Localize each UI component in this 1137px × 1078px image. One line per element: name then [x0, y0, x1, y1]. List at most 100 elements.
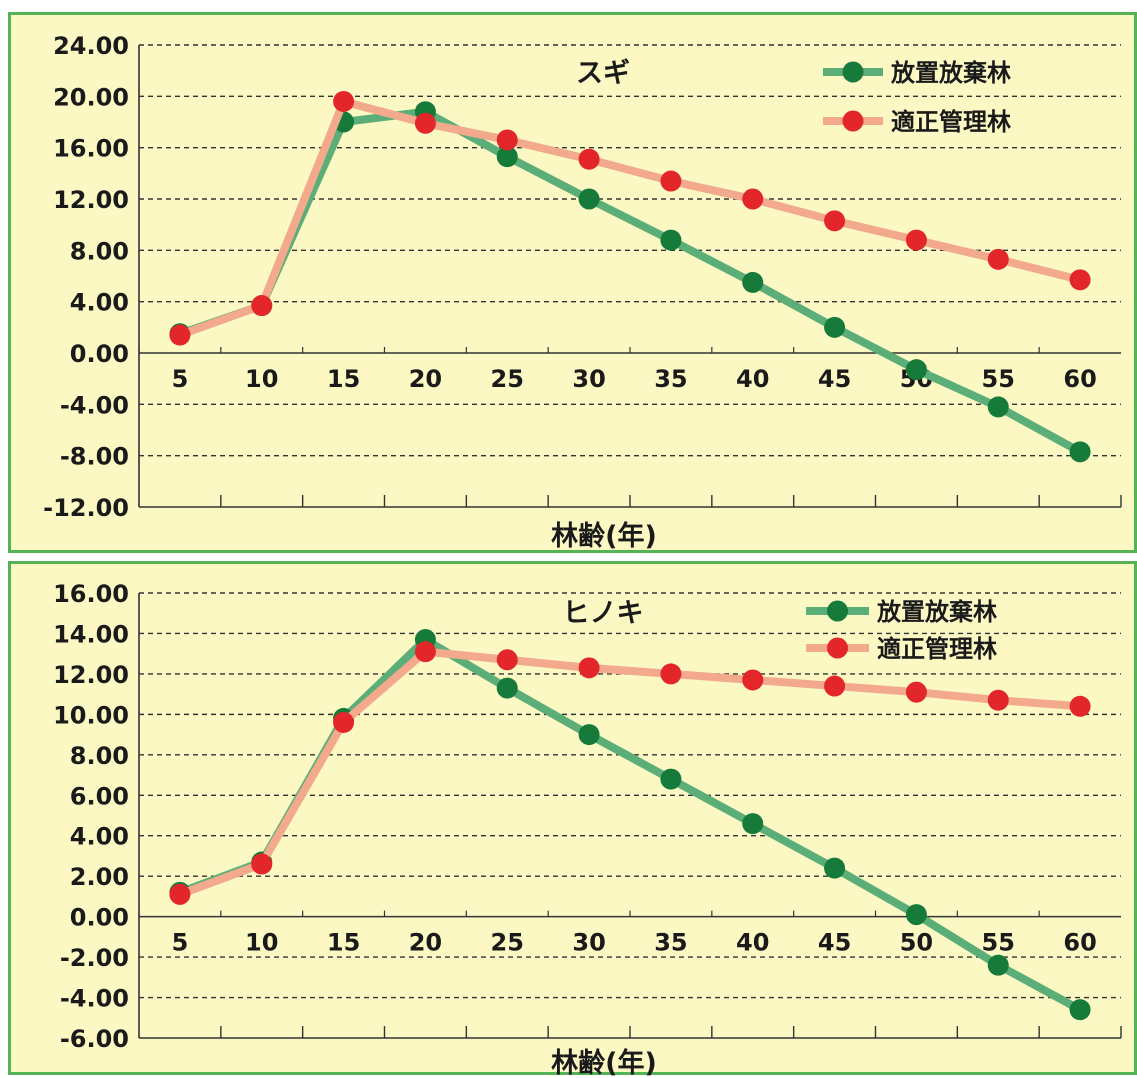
x-tick-label: 10	[245, 365, 278, 393]
y-tick-label: 20.00	[53, 83, 129, 111]
data-point-managed	[414, 641, 436, 663]
data-point-managed	[660, 170, 682, 192]
series-line-managed	[175, 647, 1085, 899]
data-point-managed	[824, 210, 846, 232]
data-point-abandoned	[742, 813, 764, 835]
legend-swatch-marker-managed	[827, 637, 848, 659]
data-point-managed	[905, 229, 927, 251]
data-point-managed	[578, 657, 600, 679]
legend-label-abandoned: 放置放棄林	[876, 598, 997, 626]
y-tick-label: 10.00	[53, 701, 129, 729]
y-tick-label: 2.00	[70, 863, 129, 891]
y-tick-label: 4.00	[70, 823, 129, 851]
x-tick-label: 60	[1063, 365, 1096, 393]
x-tick-label: 60	[1063, 929, 1096, 957]
x-tick-label: 15	[327, 929, 360, 957]
x-tick-label: 55	[982, 929, 1015, 957]
y-tick-label: 8.00	[70, 742, 129, 770]
y-tick-label: 0.00	[70, 340, 129, 368]
y-tick-label: 4.00	[70, 289, 129, 317]
legend-label-managed: 適正管理林	[877, 635, 997, 663]
x-tick-label: 40	[736, 929, 769, 957]
x-tick-label: 50	[900, 929, 933, 957]
x-tick-label: 15	[327, 365, 360, 393]
data-point-managed	[1069, 269, 1091, 291]
x-tick-label: 45	[818, 929, 851, 957]
x-tick-label: 25	[491, 365, 524, 393]
x-tick-label: 55	[982, 365, 1015, 393]
data-point-abandoned	[905, 359, 927, 381]
y-tick-label: 8.00	[70, 237, 129, 265]
data-point-abandoned	[660, 229, 682, 251]
x-tick-label: 20	[409, 929, 442, 957]
x-tick-label: 40	[736, 365, 769, 393]
y-tick-label: 16.00	[53, 135, 129, 163]
data-point-abandoned	[578, 188, 600, 210]
x-tick-label: 35	[654, 929, 687, 957]
x-tick-label: 5	[172, 929, 189, 957]
data-point-abandoned	[987, 396, 1009, 418]
data-point-managed	[251, 295, 273, 317]
data-point-abandoned	[987, 954, 1009, 976]
y-tick-label: -2.00	[60, 944, 129, 972]
data-point-managed	[251, 853, 273, 875]
chart-title: ヒノキ	[563, 598, 644, 629]
y-tick-label: -8.00	[60, 443, 129, 471]
data-point-abandoned	[660, 768, 682, 790]
data-point-abandoned	[496, 146, 518, 168]
series-line-managed	[175, 97, 1085, 340]
x-tick-label: 20	[409, 365, 442, 393]
y-tick-label: -6.00	[60, 1025, 129, 1053]
y-tick-label: 12.00	[53, 186, 129, 214]
y-tick-label: -4.00	[60, 391, 129, 419]
y-tick-label: 12.00	[53, 661, 129, 689]
x-tick-label: 25	[491, 929, 524, 957]
x-tick-label: 5	[172, 365, 189, 393]
line-chart-sugi: 24.00 20.00 16.00 12.00 8.00 4.00 0.00 -4.00 -8.…	[43, 32, 1122, 552]
y-tick-label: -4.00	[60, 985, 129, 1013]
data-point-managed	[742, 188, 764, 210]
data-point-abandoned	[742, 271, 764, 293]
y-tick-label: 0.00	[70, 904, 129, 932]
legend-label-managed: 適正管理林	[891, 108, 1011, 136]
data-point-managed	[496, 129, 518, 151]
data-point-managed	[169, 324, 191, 346]
data-point-managed	[660, 663, 682, 685]
data-point-managed	[414, 112, 436, 134]
legend-swatch-marker-abandoned	[842, 61, 864, 83]
legend-label-abandoned: 放置放棄林	[890, 59, 1011, 87]
x-tick-label: 45	[818, 365, 851, 393]
data-point-managed	[987, 248, 1009, 270]
data-point-managed	[578, 148, 600, 170]
data-point-managed	[742, 669, 764, 691]
y-tick-label: 24.00	[53, 32, 129, 60]
legend-swatch-marker-abandoned	[827, 600, 848, 622]
data-point-abandoned	[1069, 999, 1091, 1021]
data-point-abandoned	[824, 857, 846, 879]
data-point-abandoned	[496, 677, 518, 699]
y-tick-label: 14.00	[53, 620, 129, 648]
y-tick-label: 16.00	[53, 580, 129, 608]
data-point-managed	[905, 681, 927, 703]
x-axis-label: 林齢(年)	[551, 520, 657, 552]
x-tick-label: 30	[572, 929, 605, 957]
data-point-managed	[496, 649, 518, 671]
data-point-managed	[1069, 695, 1091, 717]
data-point-abandoned	[1069, 441, 1091, 463]
data-point-managed	[824, 675, 846, 697]
data-point-abandoned	[578, 724, 600, 746]
data-point-managed	[333, 711, 355, 733]
chart-panel-sugi: 24.00 20.00 16.00 12.00 8.00 4.00 0.00 -4.00 -8.…	[8, 12, 1137, 553]
x-tick-label: 30	[572, 365, 605, 393]
chart-panel-hinoki: 16.00 14.00 12.00 10.00 8.00 6.00 4.00 2.00 0.00…	[8, 561, 1137, 1078]
x-axis-label: 林齢(年)	[551, 1047, 657, 1078]
x-tick-label: 35	[654, 365, 687, 393]
legend-swatch-marker-managed	[842, 110, 864, 132]
line-chart-hinoki: 16.00 14.00 12.00 10.00 8.00 6.00 4.00 2.00 0.00…	[53, 580, 1122, 1078]
data-point-abandoned	[905, 904, 927, 926]
data-point-managed	[169, 883, 191, 905]
y-tick-label: 6.00	[70, 782, 129, 810]
data-point-managed	[333, 90, 355, 112]
data-point-abandoned	[824, 316, 846, 338]
chart-title: スギ	[576, 58, 630, 89]
